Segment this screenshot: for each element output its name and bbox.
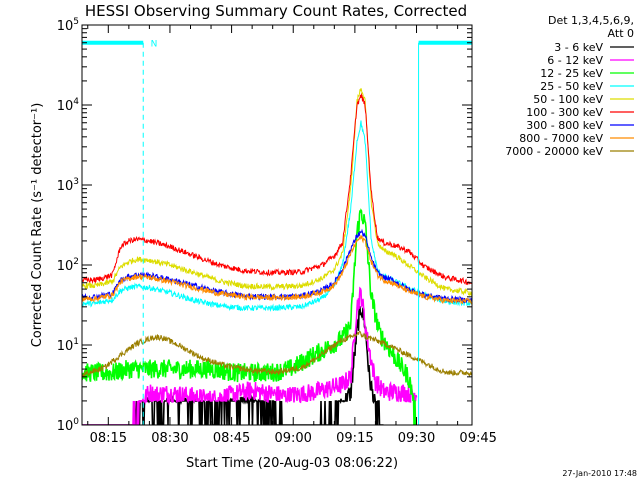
- series-line-9: [82, 330, 472, 378]
- legend-entry-label: 7000 - 20000 keV: [505, 145, 603, 158]
- y-tick-label: 103: [57, 177, 79, 194]
- legend-entry-label: 12 - 25 keV: [540, 67, 603, 80]
- timestamp: 27-Jan-2010 17:48: [562, 469, 637, 478]
- series-line-8: [82, 235, 472, 306]
- plot-frame: [81, 24, 473, 426]
- legend-entry-label: 100 - 300 keV: [526, 106, 603, 119]
- axis-layer: 08:15 08:30 08:45 09:00 09:15 09:30 09:45 100 10…: [57, 17, 497, 446]
- x-tick-label: 08:15: [90, 431, 127, 446]
- x-tick-label: 09:45: [459, 431, 496, 446]
- legend-title-line: Att 0: [608, 27, 634, 40]
- night-marker-label: N: [151, 40, 158, 50]
- y-tick-label: 100: [57, 417, 80, 434]
- series-line-6: [82, 92, 472, 286]
- series-line-5: [82, 88, 472, 297]
- y-tick-label: 105: [57, 17, 79, 34]
- series-line-2: [82, 286, 418, 425]
- x-tick-label: 09:15: [336, 431, 373, 446]
- x-axis-label: Start Time (20-Aug-03 08:06:22): [186, 456, 398, 471]
- y-tick-label: 104: [57, 97, 80, 114]
- y-axis-label: Corrected Count Rate (s⁻¹ detector⁻¹): [30, 103, 45, 348]
- legend-entry-label: 6 - 12 keV: [547, 54, 603, 67]
- chart-title: HESSI Observing Summary Count Rates, Cor…: [85, 2, 467, 20]
- legend-entry-label: 50 - 100 keV: [533, 93, 603, 106]
- x-tick-label: 09:30: [398, 431, 435, 446]
- series-line-3: [82, 208, 417, 425]
- x-tick-label: 08:45: [213, 431, 250, 446]
- legend-entry-label: 3 - 6 keV: [554, 41, 603, 54]
- legend-title-line: Det 1,3,4,5,6,9,: [548, 14, 634, 27]
- x-tick-label: 08:30: [151, 431, 188, 446]
- legend-entry-label: 300 - 800 keV: [526, 119, 603, 132]
- legend-entry-label: 25 - 50 keV: [540, 80, 603, 93]
- legend-entry-label: 800 - 7000 keV: [519, 132, 603, 145]
- x-tick-label: 09:00: [274, 431, 311, 446]
- series-layer: [82, 88, 472, 425]
- y-tick-label: 102: [57, 257, 79, 274]
- series-line-4: [82, 120, 472, 312]
- y-tick-label: 101: [57, 337, 79, 354]
